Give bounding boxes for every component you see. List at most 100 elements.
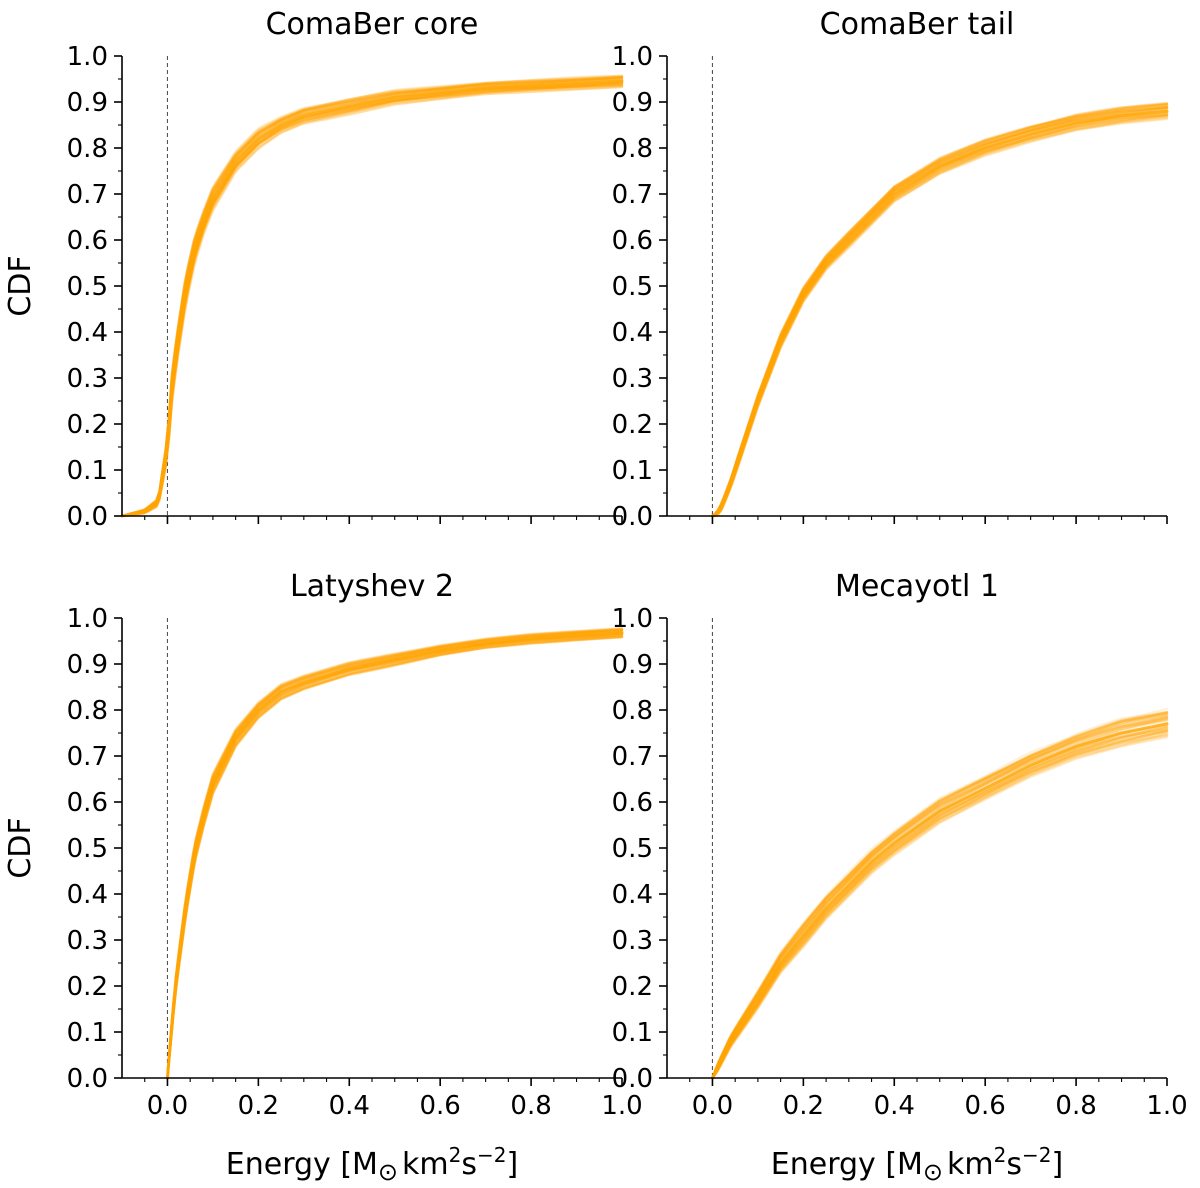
cdf-realization-line — [166, 631, 624, 1080]
y-tick-label: 1.0 — [612, 604, 653, 634]
cdf-realization-line — [120, 74, 624, 518]
xlabel-sun-symbol: ⊙ — [923, 1158, 943, 1186]
cdf-realization-line — [711, 712, 1169, 1080]
cdf-realization-line — [711, 716, 1169, 1080]
cdf-realization-line — [711, 735, 1169, 1080]
cdf-median-line — [710, 722, 1169, 1080]
cdf-realization-line — [120, 81, 624, 518]
cdf-realization-line — [120, 84, 624, 518]
cdf-realization-line — [120, 76, 624, 518]
cdf-realization-line — [120, 78, 624, 518]
cdf-realization-line — [711, 103, 1169, 518]
cdf-realization-line — [166, 630, 624, 1080]
cdf-realization-line — [711, 106, 1169, 518]
cdf-realization-line — [120, 81, 624, 518]
cdf-realization-line — [711, 102, 1169, 518]
cdf-realization-line — [711, 724, 1169, 1080]
cdf-realization-line — [166, 631, 624, 1080]
cdf-realization-line — [120, 79, 624, 518]
cdf-realization-line — [166, 632, 624, 1080]
cdf-realization-line — [711, 726, 1169, 1080]
cdf-realization-line — [711, 707, 1169, 1080]
cdf-realization-line — [120, 83, 624, 518]
y-tick-label: 0.2 — [612, 410, 653, 440]
cdf-realization-line — [120, 81, 624, 518]
cdf-realization-line — [711, 714, 1169, 1080]
cdf-realization-line — [166, 630, 624, 1080]
cdf-realization-line — [711, 735, 1169, 1080]
y-tick-label: 0.3 — [67, 364, 108, 394]
cdf-realization-line — [166, 633, 624, 1080]
y-tick-label: 0.0 — [67, 1064, 108, 1094]
cdf-realization-line — [120, 81, 624, 518]
xlabel-prefix: Energy [M — [226, 1147, 378, 1182]
cdf-realization-line — [711, 730, 1169, 1080]
cdf-realization-line — [711, 725, 1169, 1080]
cdf-realization-line — [120, 85, 624, 518]
cdf-realization-line — [120, 78, 624, 518]
cdf-realization-line — [711, 105, 1169, 518]
cdf-median-line — [710, 109, 1169, 518]
cdf-realization-line — [711, 113, 1169, 518]
cdf-realization-line — [711, 710, 1169, 1080]
y-tick-label: 1.0 — [612, 42, 653, 72]
cdf-realizations — [710, 707, 1169, 1080]
xlabel-unit-main: km — [402, 1147, 449, 1182]
cdf-realization-line — [711, 716, 1169, 1080]
cdf-realization-line — [120, 84, 624, 518]
y-tick-label: 0.1 — [612, 1018, 653, 1048]
xlabel-suffix: ] — [507, 1147, 519, 1182]
x-tick-label: 0.2 — [238, 1091, 279, 1121]
cdf-realization-line — [166, 632, 624, 1080]
panel-3: Latyshev 2 0.0 0.1 0.2 0.3 0.4 0.5 0.6 0.7 0.8 0.9… — [3, 569, 643, 1186]
cdf-realization-line — [120, 81, 624, 518]
cdf-realization-line — [120, 80, 624, 518]
cdf-realization-line — [711, 114, 1169, 518]
cdf-realization-line — [711, 105, 1169, 518]
y-tick-label: 1.0 — [67, 42, 108, 72]
cdf-realization-line — [711, 103, 1169, 518]
cdf-realization-line — [711, 733, 1169, 1080]
cdf-realization-line — [166, 635, 624, 1080]
cdf-realization-line — [166, 635, 624, 1080]
cdf-realization-line — [120, 83, 624, 518]
cdf-realization-line — [120, 77, 624, 518]
y-tick-label: 0.4 — [67, 880, 108, 910]
y-tick-label: 0.5 — [612, 834, 653, 864]
cdf-realization-line — [711, 117, 1169, 518]
cdf-realization-line — [120, 80, 624, 518]
y-tick-label: 0.4 — [612, 880, 653, 910]
cdf-realization-line — [120, 82, 624, 518]
cdf-realization-line — [711, 730, 1169, 1080]
cdf-realization-line — [711, 729, 1169, 1080]
cdf-realization-line — [166, 634, 624, 1080]
cdf-realization-line — [120, 76, 624, 518]
cdf-realization-line — [166, 635, 624, 1080]
cdf-realization-line — [711, 103, 1169, 518]
cdf-realization-line — [120, 74, 624, 518]
cdf-realization-line — [711, 711, 1169, 1080]
cdf-realization-line — [166, 635, 624, 1080]
cdf-realization-line — [711, 719, 1169, 1080]
cdf-realization-line — [711, 721, 1169, 1080]
cdf-realization-line — [711, 717, 1169, 1080]
cdf-realization-line — [120, 83, 624, 518]
cdf-realization-line — [120, 75, 624, 518]
panel-1: ComaBer core 0.0 0.1 0.2 0.3 0.4 0.5 0.6 0.7 0.8 0… — [3, 7, 624, 532]
cdf-realization-line — [711, 724, 1169, 1080]
y-tick-label: 0.3 — [612, 926, 653, 956]
y-tick-label: 0.6 — [67, 788, 108, 818]
cdf-realization-line — [711, 714, 1169, 1080]
cdf-realization-line — [120, 76, 624, 518]
cdf-realization-line — [166, 627, 624, 1080]
cdf-realization-line — [711, 731, 1169, 1080]
cdf-realization-line — [166, 627, 624, 1080]
cdf-realization-line — [166, 633, 624, 1080]
y-tick-label: 0.3 — [612, 364, 653, 394]
cdf-realization-line — [711, 723, 1169, 1080]
cdf-realization-line — [711, 727, 1169, 1080]
cdf-median-line — [165, 631, 624, 1080]
y-tick-label: 0.7 — [612, 180, 653, 210]
